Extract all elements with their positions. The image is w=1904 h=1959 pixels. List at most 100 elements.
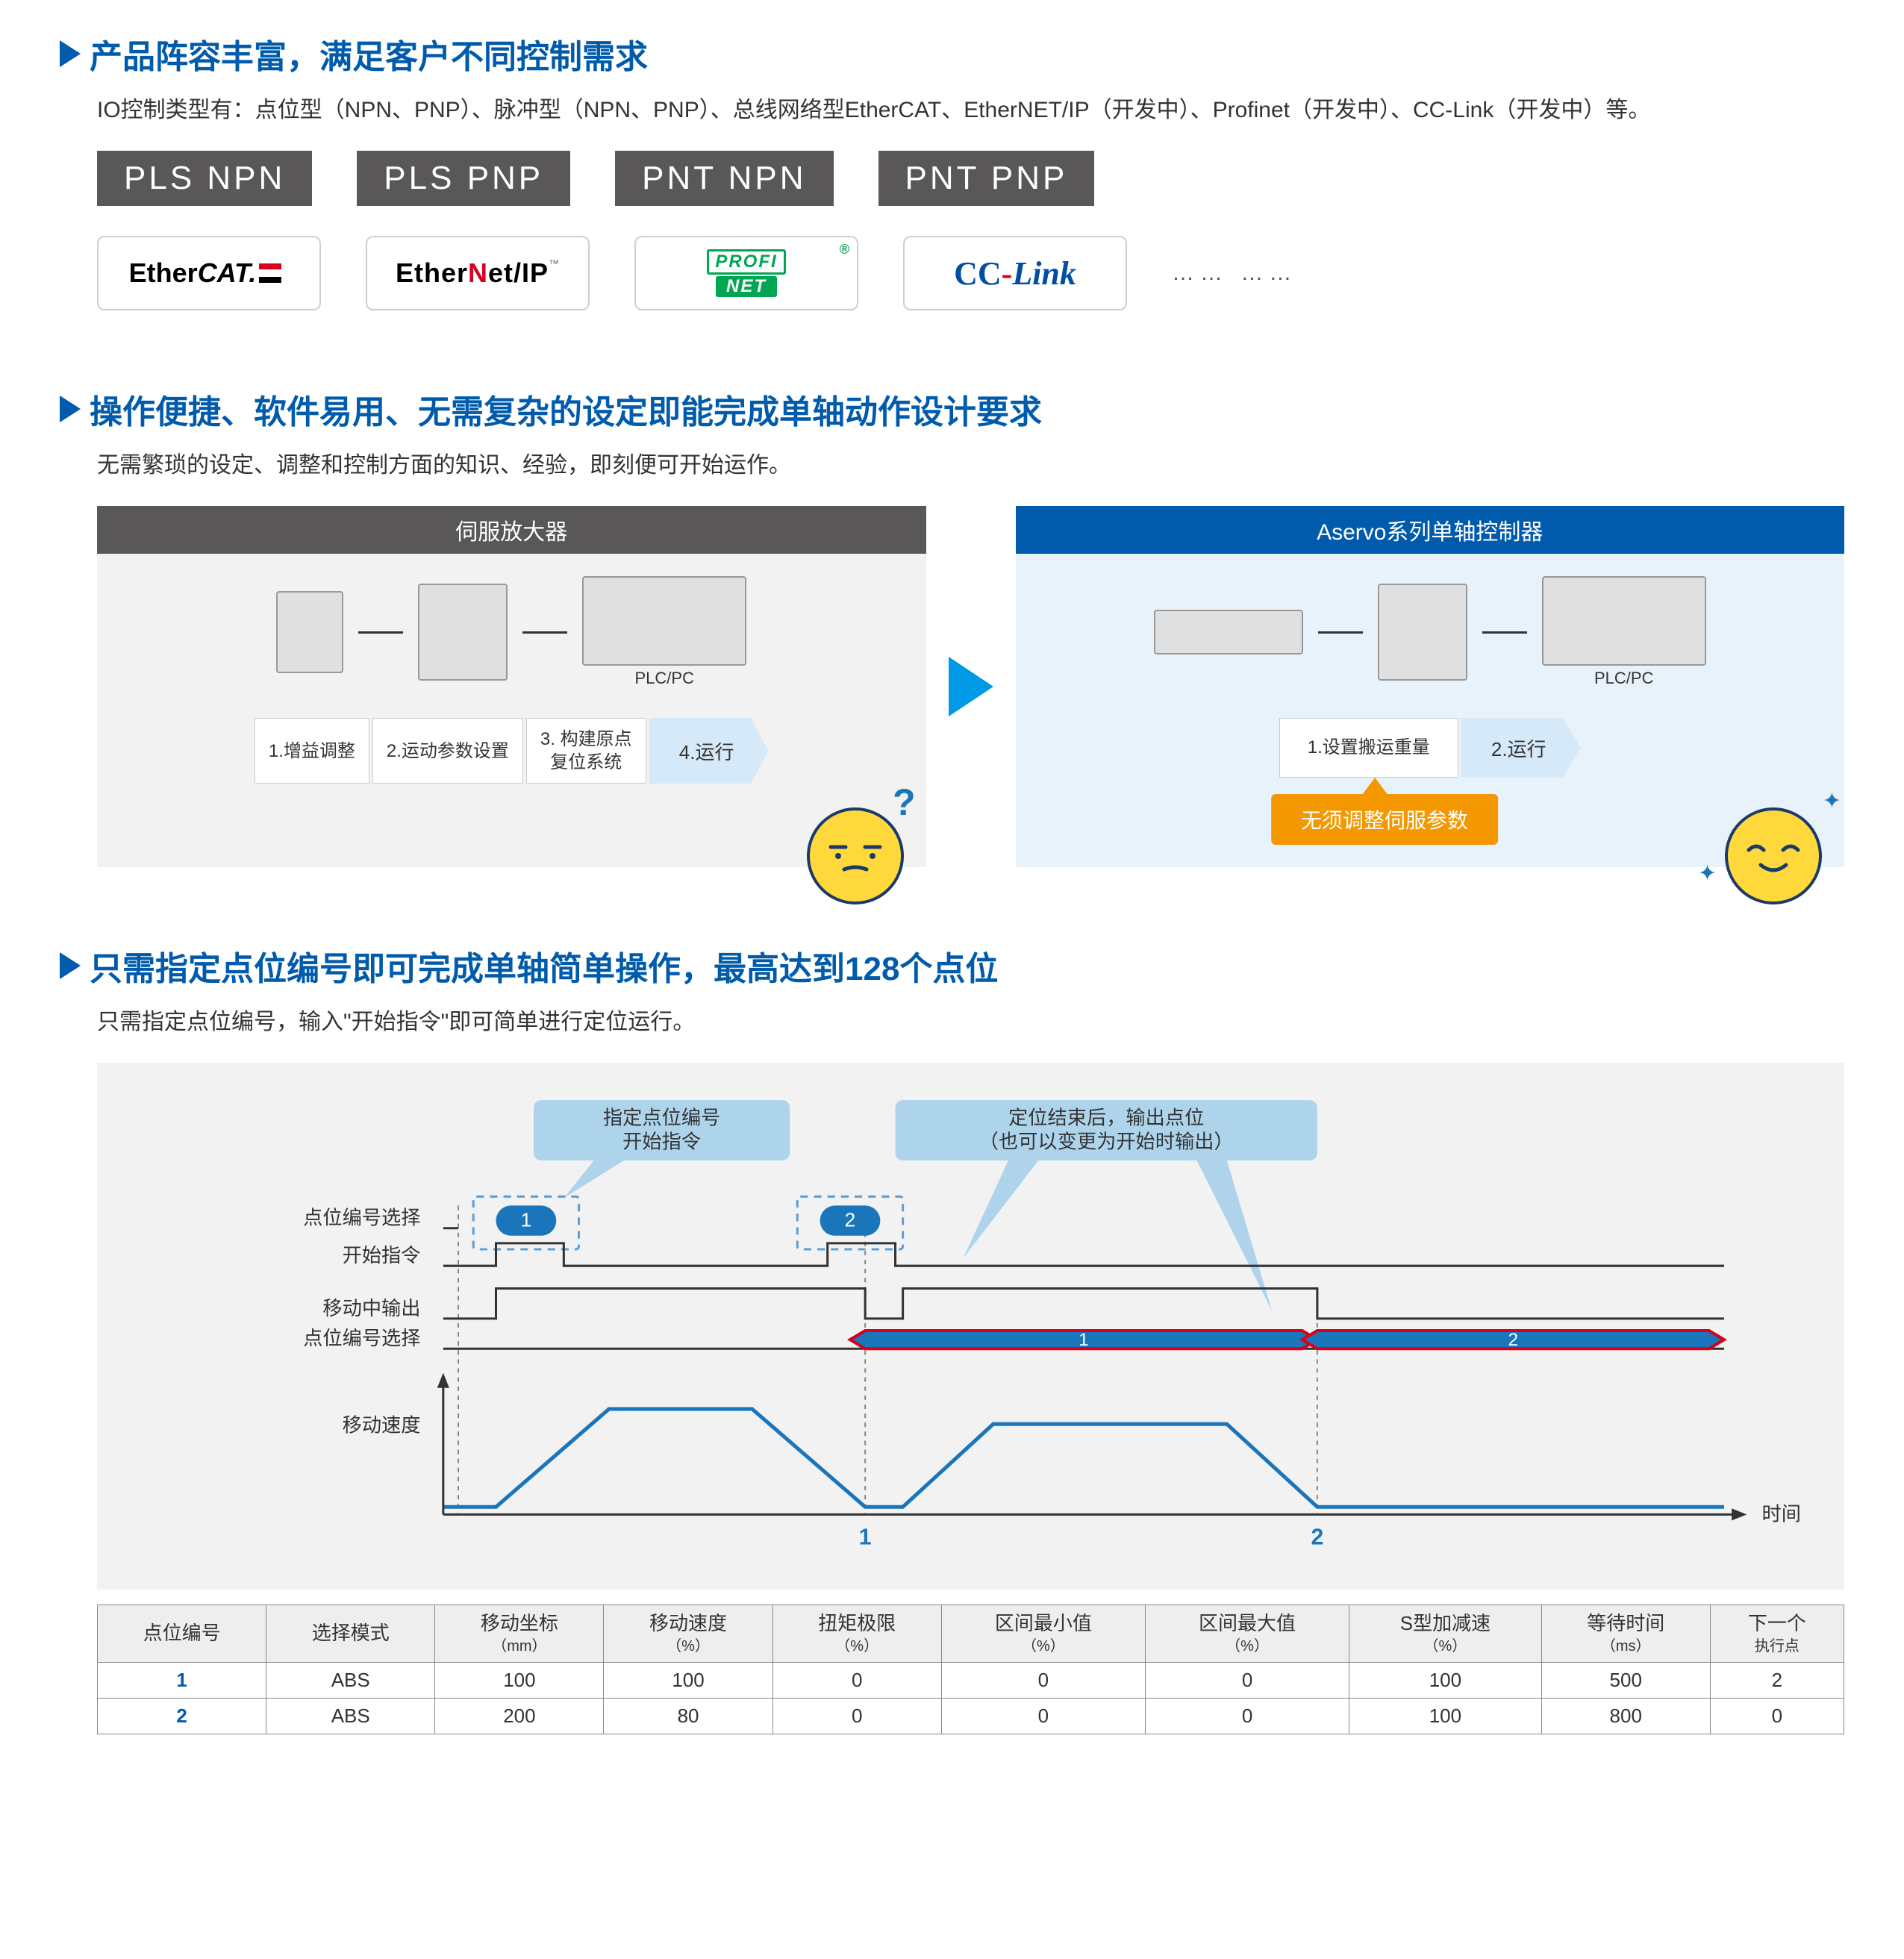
table-cell: 100 [604, 1662, 772, 1698]
panel-body: PLC/PC 1.增益调整 2.运动参数设置 3. 构建原点 复位系统 4.运行 [97, 554, 926, 867]
arrow-bullet-icon [60, 40, 81, 67]
connector-line [358, 631, 403, 634]
ethercat-logo: EtherCAT. [97, 236, 321, 310]
timing-svg: 指定点位编号 开始指令 定位结束后，输出点位 （也可以变更为开始时输出） 点位编… [142, 1093, 1800, 1560]
comparison-panels: 伺服放大器 PLC/PC 1.增益调整 2.运动参数设置 3. 构建原点 复位系… [97, 506, 1844, 867]
table-cell: 2 [1710, 1662, 1844, 1698]
timing-diagram: 指定点位编号 开始指令 定位结束后，输出点位 （也可以变更为开始时输出） 点位编… [97, 1063, 1844, 1590]
x-axis-label: 时间 [1762, 1502, 1800, 1525]
step-1: 1.设置搬运重量 [1279, 718, 1458, 778]
cclink-cc: CC [954, 255, 1002, 292]
badge-pnt-npn: PNT NPN [615, 151, 833, 206]
protocol-logos: EtherCAT. EtherNet/IP™ PROFI NET ® CC-Li… [97, 236, 1844, 310]
servo-amplifier-panel: 伺服放大器 PLC/PC 1.增益调整 2.运动参数设置 3. 构建原点 复位系… [97, 506, 926, 867]
io-type-badges: PLS NPN PLS PNP PNT NPN PNT PNP [97, 151, 1844, 206]
confused-emoji-icon: ? [807, 807, 904, 904]
connector-line [1318, 631, 1363, 634]
section-desc: 只需指定点位编号，输入"开始指令"即可简单进行定位运行。 [97, 1005, 1844, 1040]
arrow-bullet-icon [60, 952, 81, 979]
section-easy-operation: 操作便捷、软件易用、无需复杂的设定即能完成单轴动作设计要求 无需繁琐的设定、调整… [60, 385, 1844, 867]
step-run: 2.运行 [1461, 718, 1581, 778]
table-header-cell: 点位编号 [98, 1605, 266, 1662]
point-badge-1: 1 [521, 1209, 532, 1231]
badge-pls-pnp: PLS PNP [357, 151, 570, 206]
label-speed: 移动速度 [343, 1413, 421, 1436]
more-ellipsis: …… …… [1172, 260, 1297, 286]
badge-pls-npn: PLS NPN [97, 151, 312, 206]
bubble-2: 定位结束后，输出点位 （也可以变更为开始时输出） [896, 1100, 1317, 1311]
section-title: 产品阵容丰富，满足客户不同控制需求 [90, 30, 648, 78]
amplifier-device-icon [418, 584, 508, 681]
section-point-operation: 只需指定点位编号即可完成单轴简单操作，最高达到128个点位 只需指定点位编号，输… [60, 942, 1844, 1734]
section-header: 产品阵容丰富，满足客户不同控制需求 [60, 30, 1844, 78]
profinet-reg: ® [840, 242, 849, 257]
table-cell: 80 [604, 1698, 772, 1734]
table-cell: 1 [98, 1662, 266, 1698]
table-cell: 100 [435, 1662, 604, 1698]
cclink-link: Link [1012, 255, 1076, 292]
section-header: 只需指定点位编号即可完成单轴简单操作，最高达到128个点位 [60, 942, 1844, 990]
table-cell: 100 [1349, 1698, 1542, 1734]
badge-pnt-pnp: PNT PNP [878, 151, 1095, 206]
ethercat-ether: Ether [129, 257, 198, 288]
section-desc: 无需繁琐的设定、调整和控制方面的知识、经验，即刻便可开始运作。 [97, 448, 1844, 484]
table-row: 2ABS200800001008000 [98, 1698, 1844, 1734]
table-header-cell: S型加减速（%） [1349, 1605, 1542, 1662]
table-cell: 100 [1349, 1662, 1542, 1698]
connector-line [1482, 631, 1527, 634]
motor-device-icon [276, 591, 343, 673]
table-cell: 2 [98, 1698, 266, 1734]
panel-body: PLC/PC 1.设置搬运重量 2.运行 无须调整伺服参数 ✦ ✦ [1016, 554, 1845, 867]
bubble1-line1: 指定点位编号 [603, 1106, 720, 1128]
label-point-out: 点位编号选择 [303, 1327, 420, 1349]
aservo-controller-panel: Aservo系列单轴控制器 PLC/PC 1.设置搬运重量 2.运行 无须调 [1016, 506, 1845, 867]
table-cell: 500 [1541, 1662, 1710, 1698]
step-3: 3. 构建原点 复位系统 [526, 718, 646, 784]
comparison-arrow-icon [949, 657, 993, 716]
table-header-cell: 等待时间（ms） [1541, 1605, 1710, 1662]
table-header-cell: 移动速度（%） [604, 1605, 772, 1662]
label-start-cmd: 开始指令 [343, 1244, 421, 1266]
section-desc: IO控制类型有：点位型（NPN、PNP）、脉冲型（NPN、PNP）、总线网络型E… [97, 93, 1844, 128]
no-tuning-callout: 无须调整伺服参数 [1271, 794, 1498, 845]
table-cell: 0 [1145, 1698, 1349, 1734]
point-badge-2: 2 [845, 1209, 856, 1231]
output-strip-2: 2 [1302, 1330, 1724, 1350]
point-table: 点位编号选择模式移动坐标（mm）移动速度（%）扭矩极限（%）区间最小值（%）区间… [97, 1605, 1844, 1734]
sparkle-icon: ✦ [1698, 860, 1717, 887]
profinet-row1: PROFI [707, 249, 785, 275]
plc-device-icon [582, 576, 746, 666]
arrow-bullet-icon [60, 396, 81, 422]
ethercat-cat: CAT. [198, 257, 257, 288]
bubble2-line2: （也可以变更为开始时输出） [979, 1131, 1234, 1153]
table-header-cell: 区间最小值（%） [941, 1605, 1145, 1662]
step-1: 1.增益调整 [255, 718, 369, 784]
table-header-cell: 移动坐标（mm） [435, 1605, 604, 1662]
connector-line [522, 631, 567, 634]
sparkle-icon: ✦ [1823, 788, 1841, 814]
table-cell: 0 [1710, 1698, 1844, 1734]
step-run: 4.运行 [649, 718, 769, 784]
table-head: 点位编号选择模式移动坐标（mm）移动速度（%）扭矩极限（%）区间最小值（%）区间… [98, 1605, 1844, 1662]
table-cell: 0 [941, 1698, 1145, 1734]
happy-emoji-icon: ✦ ✦ [1725, 807, 1822, 904]
actuator-device-icon [1154, 610, 1303, 654]
x-tick-1: 1 [859, 1525, 872, 1550]
bubble1-line2: 开始指令 [622, 1131, 701, 1153]
table-body: 1ABS10010000010050022ABS200800001008000 [98, 1662, 1844, 1734]
table-cell: 200 [435, 1698, 604, 1734]
table-cell: 0 [772, 1698, 941, 1734]
enetip-tm: ™ [549, 257, 560, 269]
question-mark-icon: ? [893, 781, 916, 824]
enetip-n: N [468, 257, 488, 288]
strip2-label: 2 [1508, 1330, 1518, 1350]
device-row: PLC/PC [1031, 576, 1830, 688]
section-title: 只需指定点位编号即可完成单轴简单操作，最高达到128个点位 [90, 942, 998, 990]
device-row: PLC/PC [112, 576, 911, 688]
panel-header: 伺服放大器 [97, 506, 926, 554]
table-header-cell: 选择模式 [266, 1605, 435, 1662]
section-title: 操作便捷、软件易用、无需复杂的设定即能完成单轴动作设计要求 [90, 385, 1042, 433]
table-cell: 0 [772, 1662, 941, 1698]
strip1-label: 1 [1079, 1330, 1088, 1350]
steps-row: 1.设置搬运重量 2.运行 [1031, 718, 1830, 778]
